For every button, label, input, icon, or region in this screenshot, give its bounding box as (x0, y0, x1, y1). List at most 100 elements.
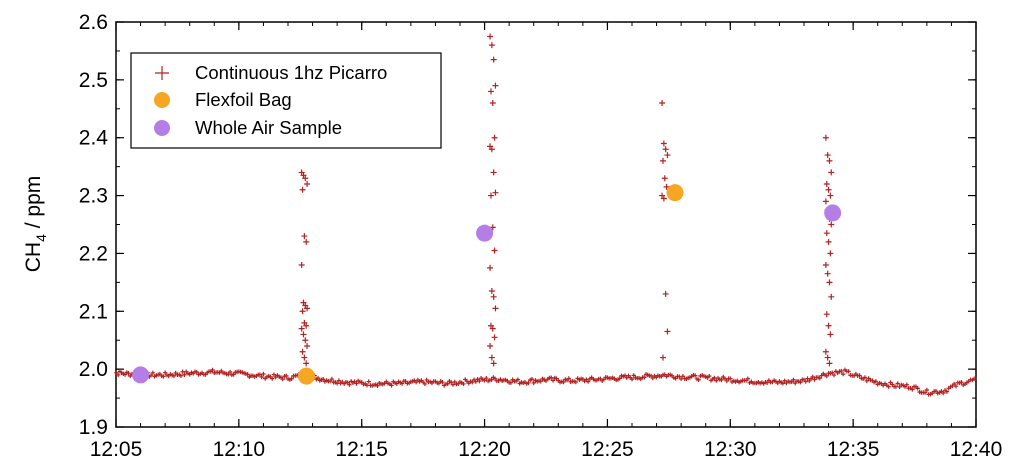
picarro-baseline-point (864, 378, 869, 384)
picarro-spike-point (825, 238, 832, 245)
picarro-baseline-point (971, 376, 977, 381)
picarro-spike-point (487, 88, 494, 95)
legend-marker-whole-air (154, 120, 170, 136)
picarro-baseline-point (245, 372, 250, 377)
picarro-spike-point (301, 233, 308, 240)
picarro-spike-point (826, 279, 833, 286)
picarro-baseline-point (270, 376, 275, 381)
picarro-baseline-point (824, 373, 830, 379)
y-tick-label: 2.2 (79, 242, 108, 265)
picarro-baseline-point (526, 380, 531, 386)
picarro-spike-point (304, 343, 311, 349)
picarro-spike-point (659, 354, 666, 361)
picarro-spike-point (302, 175, 309, 182)
picarro-baseline-point (629, 376, 635, 382)
legend-marker-flexfoil (154, 92, 170, 108)
y-axis-title-subscript: 4 (33, 234, 49, 242)
picarro-baseline-point (289, 376, 294, 381)
picarro-baseline-point (953, 383, 959, 389)
picarro-baseline-point (257, 372, 263, 377)
picarro-baseline-point (354, 381, 359, 386)
picarro-baseline-point (271, 372, 277, 377)
picarro-spike-point (828, 169, 835, 176)
picarro-spike-point (487, 343, 494, 349)
picarro-baseline-point (857, 373, 862, 378)
picarro-spike-point (660, 195, 667, 202)
picarro-baseline-point (182, 372, 187, 377)
picarro-baseline-point (959, 380, 964, 385)
picarro-spike-point (822, 134, 829, 141)
picarro-spike-point (662, 290, 669, 297)
picarro-spike-point (825, 322, 832, 329)
x-tick-label: 12:40 (950, 438, 1003, 461)
picarro-baseline-point (389, 383, 394, 388)
picarro-spike-point (304, 181, 311, 187)
picarro-baseline-point (461, 381, 466, 387)
picarro-baseline-point (696, 377, 701, 382)
picarro-baseline-point (817, 375, 822, 381)
picarro-spike-point (488, 42, 495, 49)
picarro-baseline-point (375, 383, 380, 388)
picarro-spike-point (822, 198, 829, 205)
picarro-spike-point (827, 331, 834, 338)
picarro-spike-point (299, 186, 306, 193)
picarro-spike-series (298, 33, 835, 367)
picarro-baseline-point (489, 377, 494, 382)
y-tick-label: 2.4 (79, 127, 109, 150)
picarro-baseline-point (803, 379, 808, 384)
picarro-baseline-point (840, 371, 846, 377)
picarro-baseline-point (585, 379, 591, 384)
picarro-baseline-point (484, 375, 489, 381)
picarro-spike-point (490, 56, 497, 63)
picarro-baseline-point (550, 378, 556, 383)
picarro-baseline-point (280, 376, 285, 382)
x-tick-label: 12:25 (581, 438, 634, 461)
picarro-baseline-point (477, 378, 482, 384)
y-tick-label: 2.5 (79, 69, 108, 92)
picarro-spike-point (823, 181, 830, 187)
picarro-spike-point (825, 186, 832, 193)
picarro-spike-point (490, 169, 497, 176)
x-tick-label: 12:35 (827, 438, 880, 461)
picarro-baseline-point (798, 380, 803, 385)
picarro-baseline-point (830, 370, 835, 375)
picarro-baseline-point (915, 386, 920, 391)
picarro-baseline-point (284, 373, 289, 379)
picarro-spike-point (822, 348, 829, 355)
picarro-baseline-point (161, 374, 166, 379)
picarro-baseline-point (150, 370, 156, 376)
picarro-spike-point (659, 157, 666, 164)
picarro-spike-point (487, 33, 494, 40)
picarro-baseline-point (529, 377, 535, 382)
picarro-spike-point (489, 325, 496, 332)
picarro-spike-point (487, 264, 494, 271)
picarro-baseline-point (210, 367, 215, 373)
picarro-spike-point (490, 293, 497, 300)
picarro-spike-point (299, 308, 306, 315)
axis-ticks: 12:05 12:10 12:15 12:20 12:25 12:30 12:35 12:40… (79, 11, 1002, 461)
picarro-baseline-point (445, 381, 450, 386)
picarro-spike-point (662, 146, 669, 153)
picarro-baseline-point (573, 379, 579, 385)
picarro-baseline-point (642, 375, 647, 380)
x-tick-label: 12:15 (335, 438, 388, 461)
picarro-spike-point (823, 311, 830, 318)
y-tick-label: 2.6 (79, 11, 108, 34)
picarro-baseline-point (944, 389, 950, 394)
picarro-spike-point (664, 152, 671, 159)
picarro-spike-point (298, 262, 305, 268)
picarro-baseline-point (904, 382, 910, 387)
picarro-baseline-point (910, 387, 915, 392)
picarro-spike-point (824, 354, 831, 361)
picarro-baseline-point (862, 375, 868, 380)
picarro-spike-point (301, 354, 308, 361)
picarro-spike-point (826, 360, 833, 367)
picarro-baseline-point (440, 380, 445, 385)
picarro-spike-point (299, 348, 306, 355)
picarro-baseline-point (508, 380, 514, 385)
y-axis-title-suffix: / ppm (22, 176, 45, 234)
picarro-baseline-point (839, 368, 844, 374)
picarro-baseline-point (422, 381, 428, 387)
flexfoil-bag-point (666, 184, 684, 202)
